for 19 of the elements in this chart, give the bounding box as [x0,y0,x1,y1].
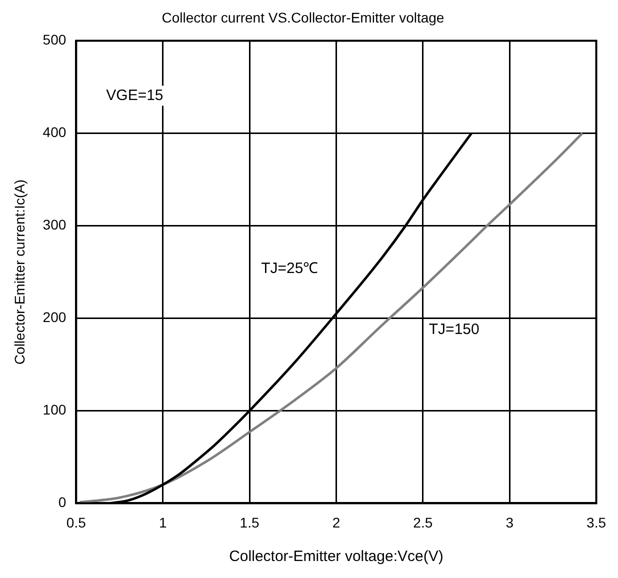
x-tick-label: 2.5 [413,514,433,530]
y-tick-label: 500 [42,32,66,48]
y-tick-label: 100 [42,402,66,418]
annotation: VGE=15 [106,86,164,104]
y-tick-label: 200 [42,309,66,326]
x-tick-label: 0.5 [66,514,86,530]
y-axis-title: Collector-Emitter current:Ic(A) [11,179,28,365]
x-tick-label: 1.5 [240,514,260,530]
x-tick-label: 1 [158,514,167,530]
y-tick-label: 300 [42,216,66,233]
x-tick-label: 2 [332,514,340,530]
series-label: TJ=150 [428,320,480,338]
x-tick-label: 3.5 [586,514,606,530]
text: TJ=25℃ [261,260,318,277]
y-tick-label: 400 [42,124,66,140]
x-tick-label: 3 [506,514,514,530]
chart-title: Collector current VS.Collector-Emitter voltage [162,9,444,26]
x-axis-title: Collector-Emitter voltage:Vce(V) [229,548,444,566]
y-tick-label: 0 [58,494,66,510]
